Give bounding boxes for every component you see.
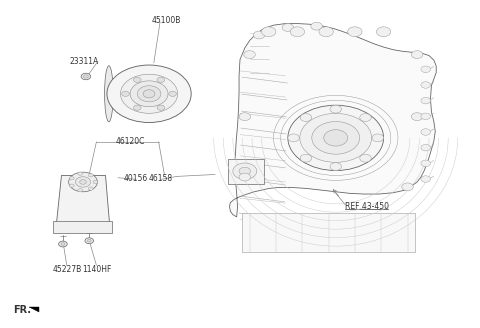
Circle shape — [61, 243, 65, 245]
Circle shape — [421, 113, 431, 120]
Circle shape — [244, 51, 255, 58]
Circle shape — [70, 177, 74, 180]
Circle shape — [133, 105, 141, 110]
Circle shape — [253, 31, 265, 39]
Bar — [228, 159, 264, 184]
Circle shape — [372, 134, 384, 142]
Circle shape — [421, 66, 431, 72]
Circle shape — [262, 27, 276, 37]
Circle shape — [78, 172, 83, 175]
Text: REF 43-450: REF 43-450 — [345, 202, 389, 211]
Text: 1140HF: 1140HF — [83, 265, 112, 274]
Circle shape — [360, 154, 371, 162]
Circle shape — [411, 51, 423, 58]
Circle shape — [402, 183, 413, 191]
Circle shape — [120, 74, 178, 113]
Text: 40156: 40156 — [124, 174, 148, 183]
Circle shape — [80, 180, 86, 184]
Text: FR.: FR. — [12, 305, 31, 315]
Ellipse shape — [105, 66, 113, 122]
Circle shape — [70, 184, 74, 187]
Circle shape — [84, 75, 88, 78]
Circle shape — [157, 105, 165, 110]
Polygon shape — [29, 307, 39, 312]
Circle shape — [88, 187, 93, 190]
Polygon shape — [57, 175, 109, 224]
Circle shape — [137, 86, 161, 102]
Circle shape — [85, 238, 94, 244]
Circle shape — [88, 174, 93, 177]
Circle shape — [157, 77, 165, 82]
Circle shape — [130, 81, 168, 107]
Circle shape — [288, 134, 300, 142]
Text: 46120C: 46120C — [115, 137, 144, 146]
Circle shape — [376, 27, 391, 37]
Circle shape — [121, 91, 129, 96]
Circle shape — [300, 113, 372, 162]
Circle shape — [143, 90, 155, 98]
Text: 23311A: 23311A — [70, 57, 99, 66]
Circle shape — [233, 163, 257, 179]
Circle shape — [330, 105, 341, 113]
Circle shape — [360, 113, 371, 121]
Circle shape — [324, 130, 348, 146]
Text: 45227B: 45227B — [53, 265, 83, 274]
Circle shape — [169, 91, 177, 96]
Circle shape — [78, 189, 83, 192]
Bar — [242, 213, 415, 252]
Circle shape — [421, 82, 431, 88]
Circle shape — [107, 65, 191, 123]
Circle shape — [348, 27, 362, 37]
Text: 45100B: 45100B — [151, 16, 180, 25]
Circle shape — [59, 241, 67, 247]
Circle shape — [421, 97, 431, 104]
Circle shape — [421, 144, 431, 151]
Circle shape — [75, 177, 91, 187]
Circle shape — [421, 129, 431, 135]
Circle shape — [87, 239, 91, 242]
Circle shape — [93, 180, 98, 184]
Circle shape — [239, 113, 251, 121]
Circle shape — [69, 172, 97, 192]
Circle shape — [312, 122, 360, 154]
Circle shape — [290, 27, 305, 37]
Circle shape — [330, 163, 341, 171]
Polygon shape — [53, 221, 112, 233]
Circle shape — [288, 105, 384, 171]
Circle shape — [421, 176, 431, 182]
Text: 46158: 46158 — [149, 174, 173, 183]
Circle shape — [239, 167, 251, 175]
Polygon shape — [229, 24, 436, 217]
Circle shape — [133, 77, 141, 82]
Circle shape — [311, 22, 323, 30]
Circle shape — [239, 173, 251, 181]
Circle shape — [411, 113, 423, 121]
Circle shape — [319, 27, 333, 37]
Circle shape — [81, 73, 91, 80]
Circle shape — [421, 160, 431, 167]
Circle shape — [300, 113, 312, 121]
Circle shape — [282, 24, 294, 31]
Circle shape — [300, 154, 312, 162]
